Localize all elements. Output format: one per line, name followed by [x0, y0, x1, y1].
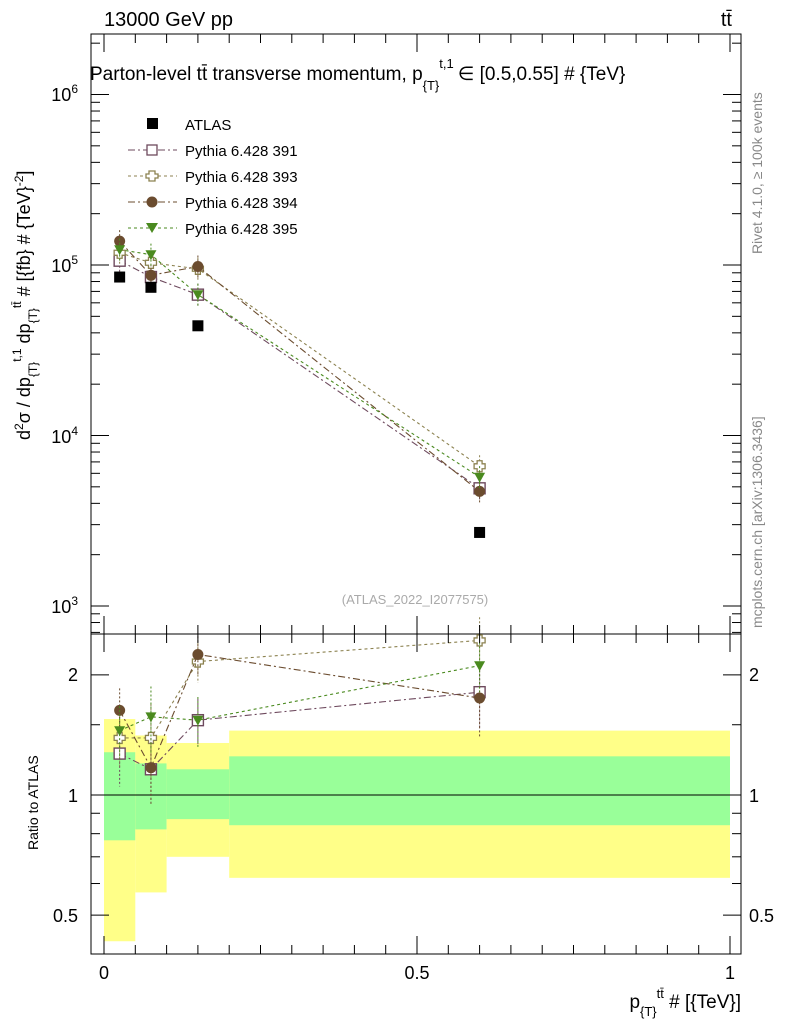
- ratio-marker: [192, 715, 204, 726]
- legend-marker-395: [146, 223, 158, 233]
- ratio-tick-label-1: 1: [68, 786, 78, 806]
- legend-label-atlas: ATLAS: [185, 117, 231, 134]
- ratio-marker: [113, 731, 126, 745]
- ratio-marker: [145, 712, 157, 723]
- y-axis-label: d2σ / dp{T}t,1 dp{T}tt̄ # [{fb} # {TeV}-…: [10, 171, 40, 440]
- series-marker: [114, 235, 126, 247]
- legend-marker-394: [146, 196, 158, 208]
- legend-label-391: Pythia 6.428 391: [185, 143, 298, 160]
- series-marker: [192, 290, 204, 301]
- series-line: [119, 252, 480, 467]
- ratio-series-line: [119, 691, 480, 770]
- y-tick-label-1e6: 106: [51, 82, 78, 105]
- y-tick-label-1e3: 103: [51, 594, 78, 617]
- legend-label-393: Pythia 6.428 393: [185, 169, 298, 186]
- ratio-marker: [114, 726, 126, 737]
- legend-marker-atlas: [147, 118, 158, 129]
- legend-label-395: Pythia 6.428 395: [185, 221, 298, 238]
- ratio-bands: [104, 719, 730, 942]
- energy-label: 13000 GeV pp: [104, 9, 233, 31]
- mcplots-label: mcplots.cern.ch [arXiv:1306.3436]: [749, 416, 765, 628]
- main-panel-frame: [90, 33, 742, 635]
- ratio-band-inner: [166, 769, 230, 820]
- atlas-data-point: [192, 320, 204, 332]
- ratio-tick-label-right-2: 2: [749, 665, 759, 685]
- ratio-marker: [145, 762, 157, 774]
- series-line: [119, 260, 480, 489]
- x-axis-label: p{T}tt̄ # [{TeV}]: [629, 986, 741, 1019]
- ratio-tick-label-2: 2: [68, 665, 78, 685]
- main-series: [113, 230, 486, 538]
- analysis-watermark: (ATLAS_2022_I2077575): [342, 592, 488, 607]
- atlas-data-point: [145, 281, 157, 293]
- ratio-series-line: [119, 639, 480, 739]
- axis-ticks: [91, 34, 741, 954]
- y-tick-label-1e5: 105: [51, 253, 78, 276]
- series-line: [119, 240, 480, 492]
- y-tick-label-1e4: 104: [51, 424, 78, 447]
- ratio-series-line: [119, 653, 480, 770]
- ratio-marker: [144, 731, 158, 745]
- legend: ATLAS Pythia 6.428 391 Pythia 6.428 393 …: [128, 117, 298, 238]
- legend-marker-393: [145, 170, 159, 182]
- ratio-marker: [474, 692, 486, 704]
- legend-marker-391: [146, 144, 158, 156]
- atlas-data-point: [474, 526, 486, 538]
- ratio-marker: [474, 661, 486, 672]
- ratio-tick-label-right-1: 1: [749, 786, 759, 806]
- ratio-tick-label-right-0.5: 0.5: [749, 906, 774, 926]
- process-label: tt̄: [721, 9, 733, 31]
- ratio-panel-frame: [90, 633, 742, 955]
- ratio-band-inner: [229, 756, 730, 826]
- series-marker: [145, 269, 157, 281]
- x-tick-label-1: 1: [725, 963, 735, 983]
- ratio-marker: [192, 648, 204, 660]
- series-line: [119, 249, 480, 478]
- ratio-tick-label-0.5: 0.5: [53, 906, 78, 926]
- series-marker: [474, 472, 486, 483]
- ratio-series: [113, 617, 486, 804]
- series-marker: [192, 260, 204, 272]
- atlas-data-point: [114, 271, 126, 283]
- series-marker: [114, 245, 126, 256]
- rivet-label: Rivet 4.1.0, ≥ 100k events: [749, 92, 765, 254]
- ratio-y-axis-label: Ratio to ATLAS: [25, 755, 41, 850]
- legend-label-394: Pythia 6.428 394: [185, 195, 298, 212]
- plot-title: Parton-level tt̄ transverse momentum, p{…: [90, 56, 625, 93]
- series-marker: [474, 485, 486, 497]
- x-tick-label-0: 0: [99, 963, 109, 983]
- x-tick-label-0.5: 0.5: [404, 963, 429, 983]
- series-marker: [144, 256, 158, 269]
- series-marker: [145, 250, 157, 261]
- ratio-series-line: [119, 665, 480, 732]
